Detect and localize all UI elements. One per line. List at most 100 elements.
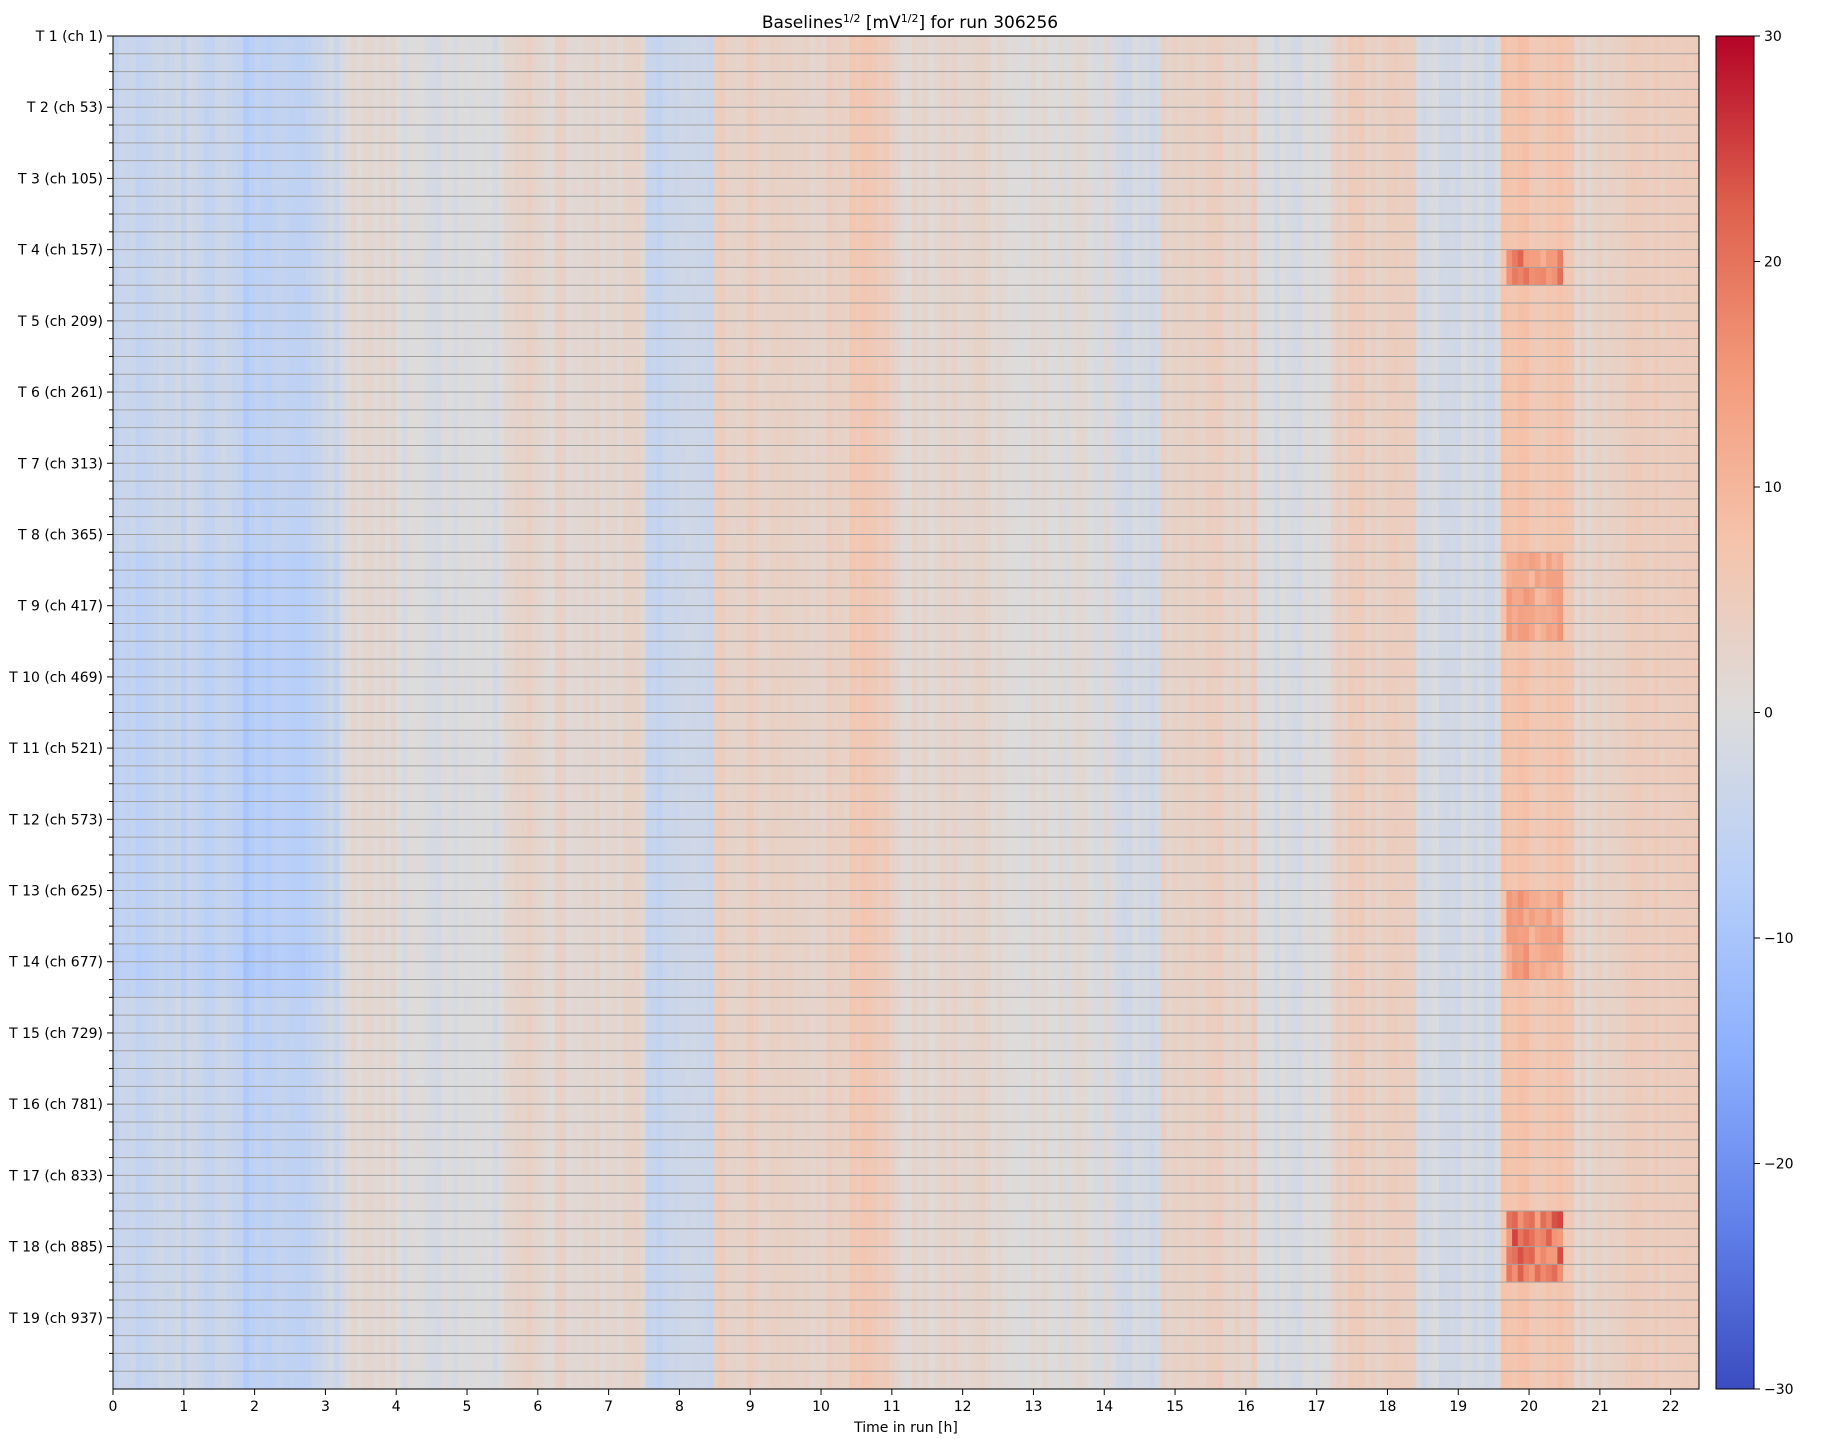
heatmap-cell — [481, 855, 487, 873]
heatmap-cell — [413, 1140, 419, 1158]
heatmap-cell — [272, 1193, 278, 1211]
heatmap-cell — [272, 1033, 278, 1051]
heatmap-cell — [136, 1069, 142, 1087]
heatmap-cell — [436, 641, 442, 659]
heatmap-cell — [113, 784, 119, 802]
heatmap-cell — [317, 1086, 323, 1104]
heatmap-cell — [425, 1247, 431, 1265]
heatmap-cell — [459, 1229, 465, 1247]
heatmap-cell — [187, 499, 193, 517]
heatmap-cell — [272, 1336, 278, 1354]
heatmap-cell — [306, 303, 312, 321]
heatmap-cell — [464, 1051, 470, 1069]
heatmap-cell — [243, 339, 249, 357]
heatmap-cell — [277, 980, 283, 998]
heatmap-cell — [255, 891, 261, 909]
heatmap-cell — [442, 392, 448, 410]
heatmap-cell — [221, 1318, 227, 1336]
heatmap-cell — [136, 1336, 142, 1354]
heatmap-cell — [385, 997, 391, 1015]
heatmap-cell — [345, 161, 351, 179]
heatmap-cell — [136, 713, 142, 731]
heatmap-cell — [306, 445, 312, 463]
heatmap-cell — [147, 499, 153, 517]
heatmap-cell — [362, 908, 368, 926]
heatmap-cell — [459, 1140, 465, 1158]
heatmap-cell — [408, 1229, 414, 1247]
heatmap-cell — [192, 161, 198, 179]
heatmap-cell — [158, 1353, 164, 1371]
heatmap-cell — [113, 161, 119, 179]
heatmap-cell — [260, 606, 266, 624]
heatmap-cell — [385, 659, 391, 677]
heatmap-cell — [385, 1353, 391, 1371]
heatmap-cell — [351, 1015, 357, 1033]
heatmap-cell — [430, 250, 436, 268]
heatmap-cell — [459, 463, 465, 481]
heatmap-cell — [385, 1300, 391, 1318]
heatmap-cell — [408, 356, 414, 374]
heatmap-cell — [119, 1086, 125, 1104]
heatmap-cell — [198, 196, 204, 214]
heatmap-cell — [419, 107, 425, 125]
heatmap-cell — [340, 713, 346, 731]
heatmap-cell — [249, 143, 255, 161]
heatmap-cell — [459, 303, 465, 321]
heatmap-cell — [198, 339, 204, 357]
heatmap-cell — [379, 534, 385, 552]
heatmap-cell — [170, 250, 176, 268]
heatmap-cell — [249, 1300, 255, 1318]
heatmap-cell — [334, 36, 340, 54]
heatmap-cell — [215, 891, 221, 909]
heatmap-cell — [181, 997, 187, 1015]
heatmap-cell — [141, 196, 147, 214]
heatmap-cell — [255, 356, 261, 374]
heatmap-cell — [215, 748, 221, 766]
heatmap-cell — [187, 713, 193, 731]
heatmap-cell — [345, 232, 351, 250]
heatmap-cell — [147, 784, 153, 802]
heatmap-cell — [300, 499, 306, 517]
heatmap-cell — [260, 837, 266, 855]
heatmap-cell — [391, 1282, 397, 1300]
heatmap-cell — [255, 36, 261, 54]
heatmap-cell — [396, 321, 402, 339]
heatmap-cell — [368, 802, 374, 820]
heatmap-cell — [436, 837, 442, 855]
heatmap-cell — [334, 891, 340, 909]
heatmap-cell — [119, 250, 125, 268]
heatmap-cell — [362, 1086, 368, 1104]
heatmap-cell — [334, 339, 340, 357]
heatmap-cell — [215, 962, 221, 980]
heatmap-cell — [209, 1015, 215, 1033]
heatmap-cell — [204, 891, 210, 909]
heatmap-cell — [436, 606, 442, 624]
heatmap-cell — [453, 1015, 459, 1033]
heatmap-cell — [323, 1158, 329, 1176]
heatmap-cell — [453, 303, 459, 321]
heatmap-cell — [436, 1211, 442, 1229]
heatmap-cell — [175, 1069, 181, 1087]
heatmap-cell — [470, 54, 476, 72]
heatmap-cell — [311, 837, 317, 855]
heatmap-cell — [379, 1371, 385, 1389]
heatmap-cell — [481, 677, 487, 695]
heatmap-cell — [147, 1300, 153, 1318]
heatmap-cell — [351, 392, 357, 410]
heatmap-cell — [413, 250, 419, 268]
heatmap-cell — [181, 36, 187, 54]
heatmap-cell — [204, 962, 210, 980]
heatmap-cell — [283, 1300, 289, 1318]
heatmap-cell — [459, 855, 465, 873]
heatmap-cell — [419, 1318, 425, 1336]
heatmap-cell — [147, 356, 153, 374]
heatmap-cell — [447, 107, 453, 125]
heatmap-cell — [164, 1015, 170, 1033]
heatmap-cell — [255, 552, 261, 570]
heatmap-cell — [294, 36, 300, 54]
heatmap-cell — [317, 980, 323, 998]
heatmap-cell — [141, 855, 147, 873]
heatmap-cell — [436, 1104, 442, 1122]
heatmap-cell — [153, 356, 159, 374]
heatmap-cell — [192, 1015, 198, 1033]
